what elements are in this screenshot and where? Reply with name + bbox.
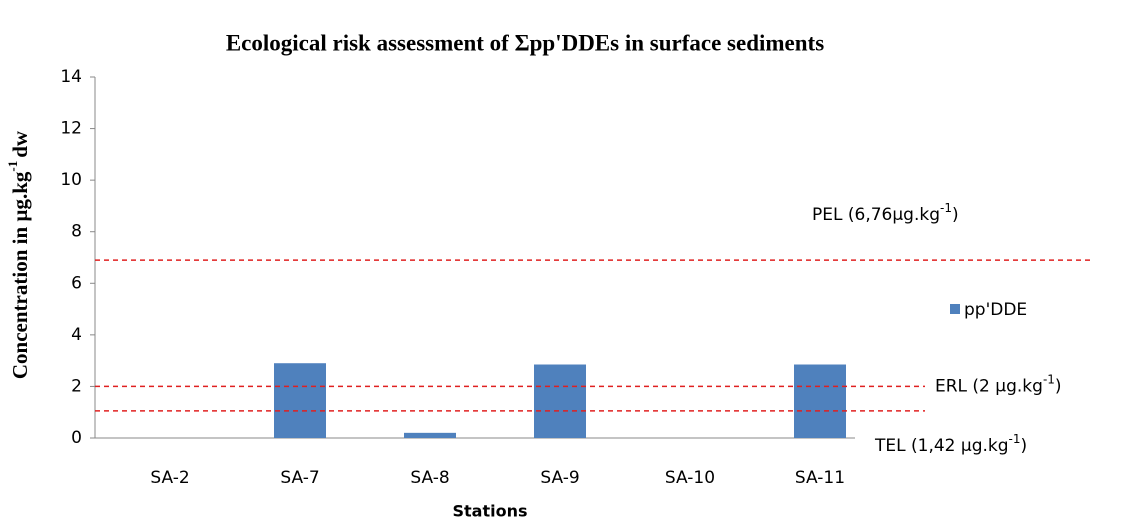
y-tick-label: 12 [60,119,82,139]
reference-label-sup: -1 [1043,372,1055,386]
reference-label-text: PEL (6,76µg.kg [812,205,940,225]
reference-label-close: ) [1055,376,1062,396]
reference-label: PEL (6,76µg.kg-1) [812,201,959,226]
reference-label-text: TEL (1,42 µg.kg [874,436,1009,456]
bar [274,363,326,438]
y-tick-label: 6 [71,273,82,293]
reference-label: ERL (2 µg.kg-1) [935,372,1062,397]
reference-label-text: ERL (2 µg.kg [935,376,1043,396]
reference-label-close: ) [1021,436,1028,456]
legend-label: pp'DDE [964,300,1027,320]
bar [794,364,846,438]
x-tick-label: SA-7 [280,468,319,488]
x-tick-label: SA-11 [795,468,845,488]
y-tick-label: 4 [71,325,82,345]
reference-label-sup: -1 [1009,431,1021,445]
chart-title: Ecological risk assessment of Σpp'DDEs i… [226,30,824,55]
x-tick-label: SA-10 [665,468,715,488]
y-tick-label: 0 [71,428,82,448]
y-tick-label: 8 [71,222,82,242]
y-tick-label: 14 [60,67,82,87]
y-tick-label: 10 [60,170,82,190]
x-tick-label: SA-9 [540,468,579,488]
reference-label: TEL (1,42 µg.kg-1) [874,431,1027,456]
bar [404,432,456,438]
reference-label-sup: -1 [940,201,952,215]
x-axis-label: Stations [452,502,527,521]
bar [534,364,586,438]
reference-label-close: ) [952,205,959,225]
x-tick-label: SA-8 [410,468,449,488]
y-label-sup: -1 [5,161,20,172]
y-tick-label: 2 [71,376,82,396]
y-label-text: Concentration in µg.kg [8,171,32,379]
y-axis-label: Concentration in µg.kg-1 dw [5,130,32,379]
y-label-unit: dw [8,130,32,158]
x-tick-label: SA-2 [150,468,189,488]
legend-swatch [950,304,960,314]
